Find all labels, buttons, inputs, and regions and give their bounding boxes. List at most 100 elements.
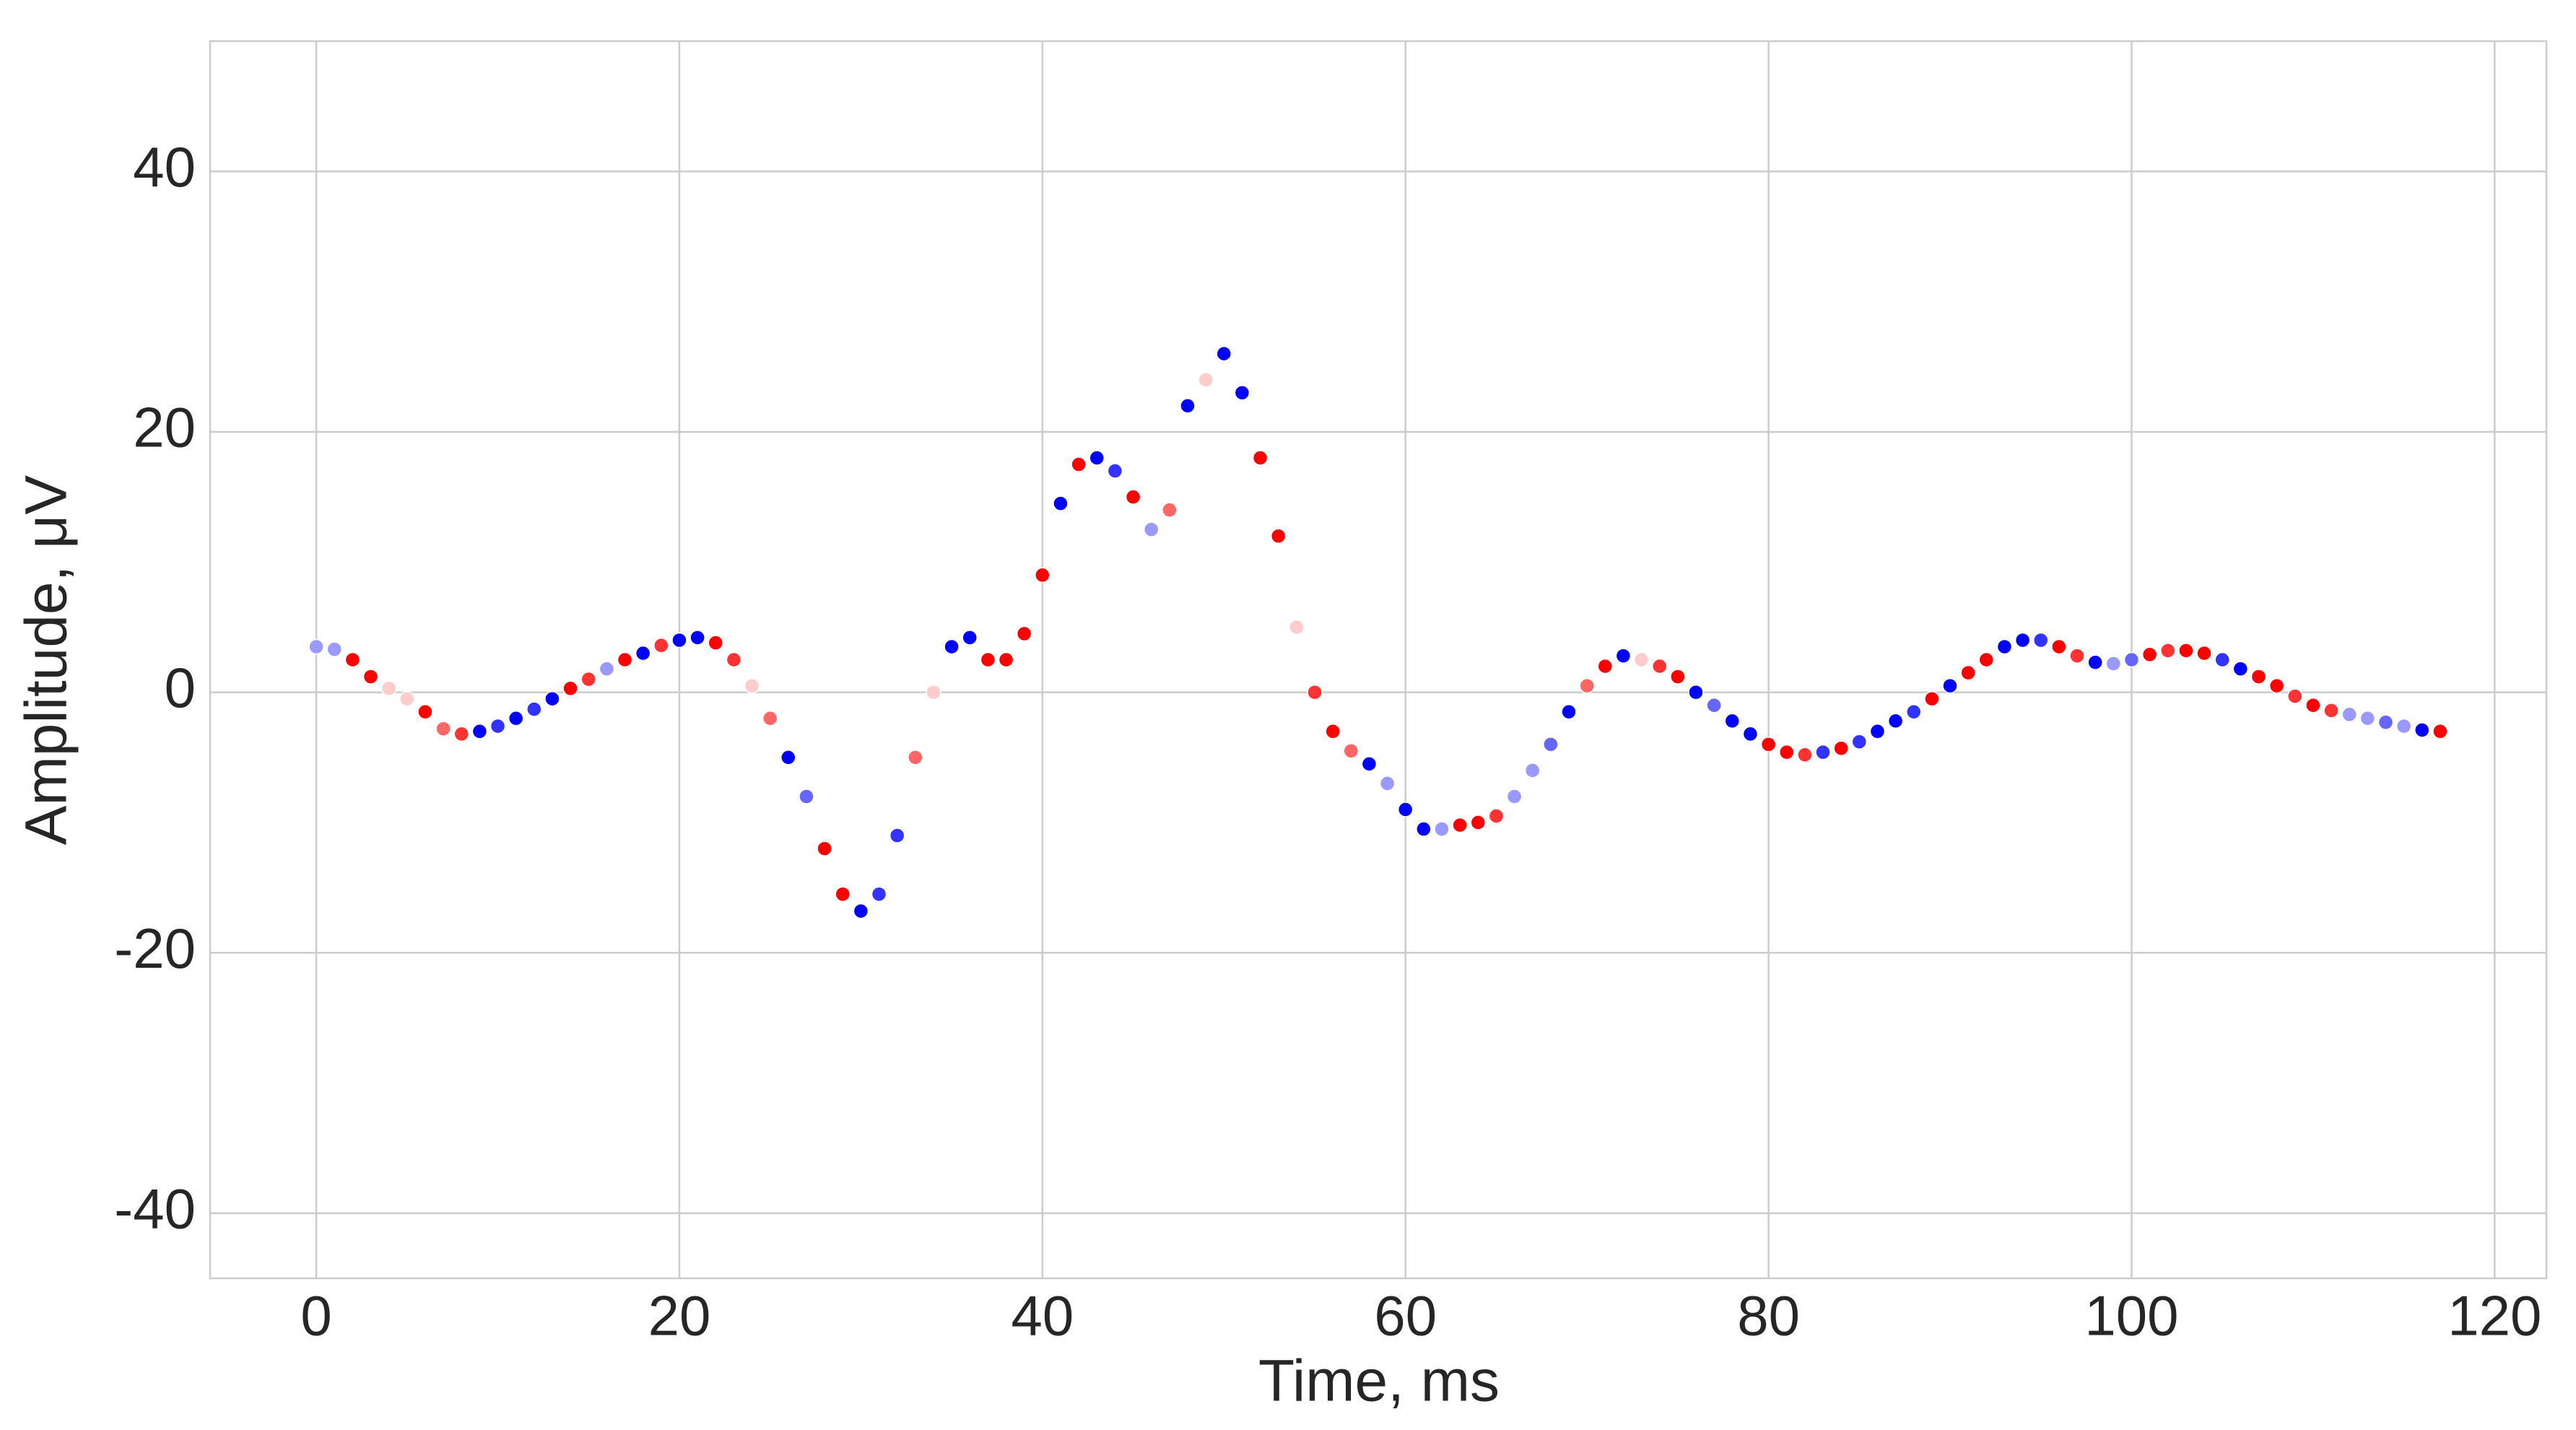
point xyxy=(1942,677,1958,694)
point xyxy=(962,630,978,646)
point xyxy=(1416,821,1432,837)
point xyxy=(399,690,415,707)
x-tick-label: 20 xyxy=(648,1284,711,1348)
x-tick-label: 60 xyxy=(1374,1284,1437,1348)
point xyxy=(1506,789,1523,805)
point xyxy=(1778,744,1795,760)
point xyxy=(671,632,687,649)
point xyxy=(1633,651,1650,668)
point xyxy=(1851,734,1868,750)
point xyxy=(1035,567,1050,584)
point xyxy=(1615,648,1632,664)
point xyxy=(1125,489,1141,505)
point xyxy=(1561,703,1577,720)
point xyxy=(889,828,905,844)
point xyxy=(362,669,379,685)
point xyxy=(1325,723,1341,740)
point xyxy=(1216,346,1232,362)
point xyxy=(1887,713,1904,729)
point xyxy=(799,789,814,805)
point xyxy=(1361,756,1378,772)
point xyxy=(980,651,996,668)
point xyxy=(2432,723,2448,740)
point xyxy=(926,684,941,701)
point xyxy=(417,703,433,720)
point xyxy=(1905,703,1922,720)
point xyxy=(1742,726,1759,742)
point xyxy=(689,630,705,646)
point xyxy=(1579,677,1595,694)
point xyxy=(2141,646,2158,663)
point xyxy=(744,677,760,694)
y-axis-label: Amplitude, μV xyxy=(14,475,79,845)
y-tick-label: 40 xyxy=(133,135,196,199)
point xyxy=(1180,398,1196,414)
y-tick-label: 0 xyxy=(165,656,196,719)
point xyxy=(380,680,397,696)
point xyxy=(453,726,469,742)
point xyxy=(1651,658,1668,675)
x-tick-label: 0 xyxy=(300,1284,331,1348)
point xyxy=(1996,638,2013,655)
point xyxy=(2377,714,2394,730)
point xyxy=(708,635,724,651)
x-tick-label: 100 xyxy=(2084,1284,2178,1348)
point xyxy=(1543,736,1559,753)
point xyxy=(2214,651,2230,668)
point xyxy=(326,641,342,657)
point xyxy=(1343,742,1359,759)
point xyxy=(1815,744,1831,760)
point xyxy=(2087,654,2103,670)
point xyxy=(2341,706,2357,722)
point xyxy=(1670,669,1686,685)
point xyxy=(1307,684,1323,701)
point xyxy=(562,680,578,696)
point xyxy=(2051,638,2067,655)
point xyxy=(1760,736,1777,753)
point xyxy=(1434,821,1450,837)
point xyxy=(544,690,560,707)
point xyxy=(1162,502,1178,518)
point xyxy=(308,638,324,655)
point xyxy=(1470,815,1487,831)
point xyxy=(2196,645,2212,662)
point xyxy=(617,651,633,668)
point xyxy=(2105,656,2122,672)
point xyxy=(726,651,742,668)
point xyxy=(835,886,851,902)
point xyxy=(435,721,451,737)
point xyxy=(998,651,1014,668)
point xyxy=(2069,648,2085,664)
point xyxy=(1797,747,1813,763)
point xyxy=(908,749,923,766)
point xyxy=(635,645,651,662)
point xyxy=(1107,463,1123,479)
point xyxy=(2287,688,2303,704)
point xyxy=(1978,651,1995,668)
point xyxy=(508,710,524,727)
point xyxy=(1833,740,1849,756)
point xyxy=(1143,521,1159,537)
point xyxy=(780,749,796,766)
x-tick-label: 40 xyxy=(1011,1284,1074,1348)
point xyxy=(1488,808,1505,824)
point xyxy=(1234,385,1250,401)
point xyxy=(1071,456,1087,472)
point xyxy=(1016,625,1032,642)
point xyxy=(853,903,869,919)
point xyxy=(2032,632,2049,649)
point xyxy=(2414,722,2430,738)
point xyxy=(2359,710,2376,727)
point xyxy=(1924,690,1940,707)
point xyxy=(1252,450,1269,466)
point xyxy=(2178,643,2194,659)
point xyxy=(762,710,778,727)
point xyxy=(1688,684,1704,701)
point xyxy=(1089,450,1105,466)
x-tick-label: 120 xyxy=(2447,1284,2541,1348)
y-tick-label: 20 xyxy=(133,396,196,459)
point xyxy=(1724,713,1741,729)
x-axis-label: Time, ms xyxy=(1258,1348,1500,1414)
